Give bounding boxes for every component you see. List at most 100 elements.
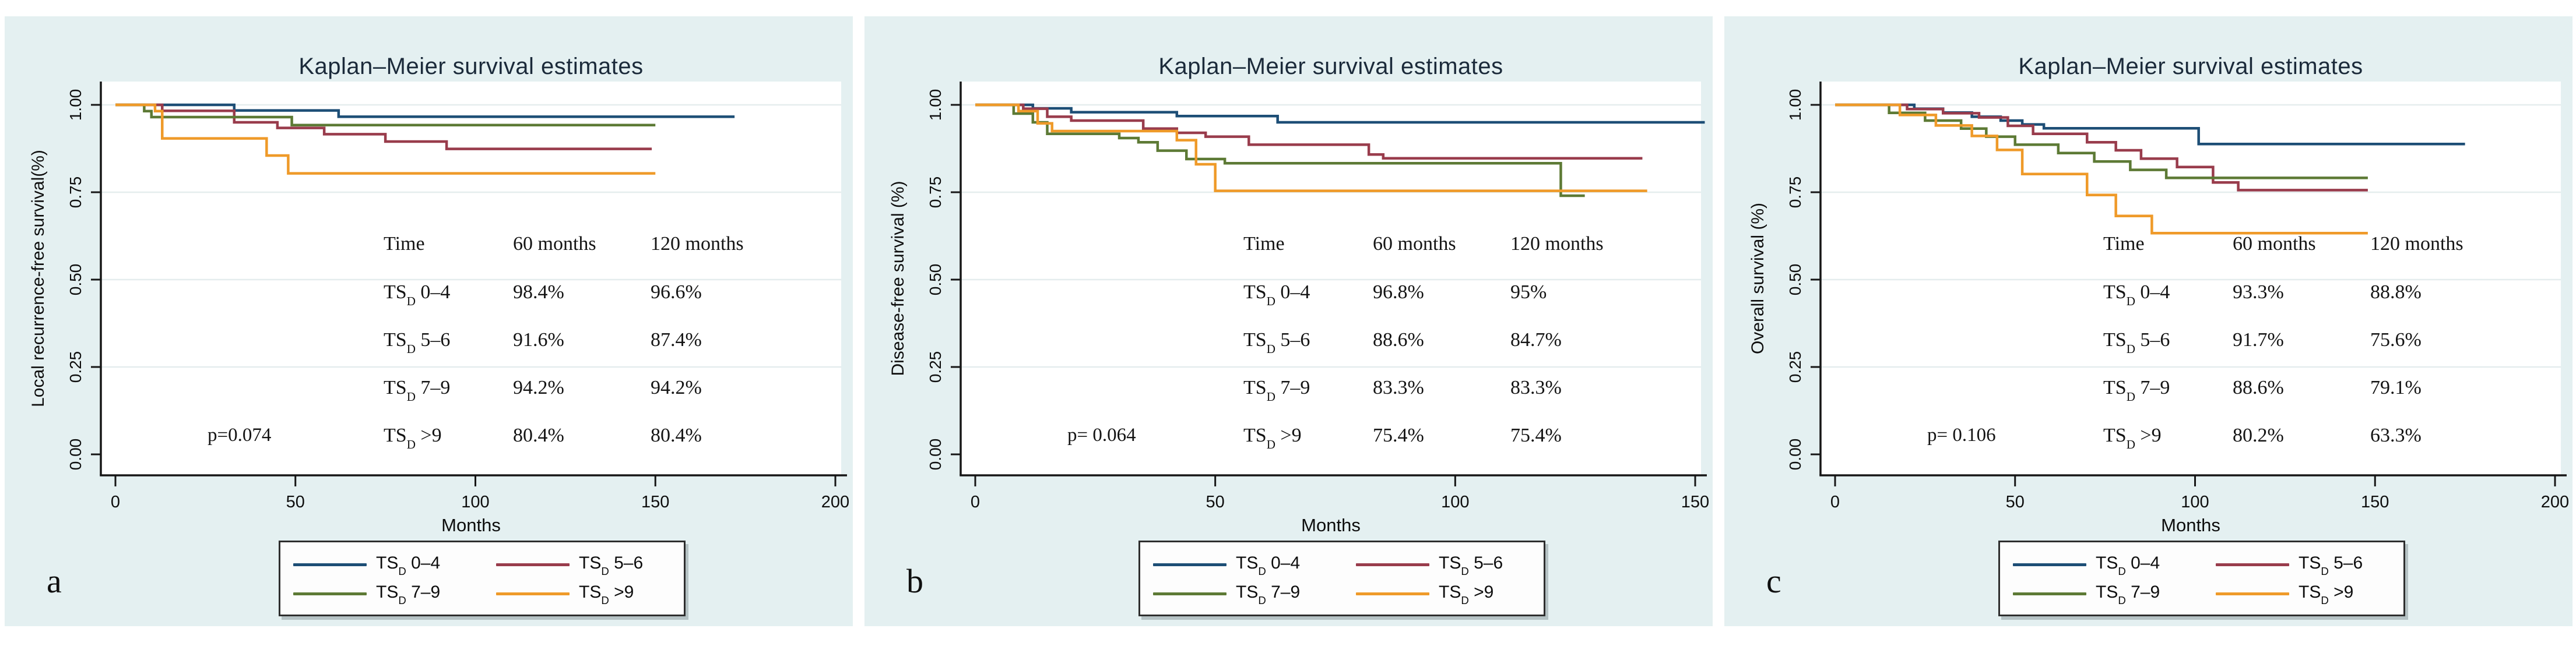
table-row-group: TSD >9 [1243, 425, 1302, 451]
x-axis-label: Months [2161, 515, 2220, 535]
table-row-60mo: 94.2% [513, 377, 564, 398]
panel-letter-a: a [47, 562, 62, 600]
legend-label-ts7-9: TSD 7–9 [376, 583, 441, 606]
table-row-120mo: 96.6% [651, 281, 702, 303]
table-row-120mo: 95% [1510, 281, 1547, 303]
legend-label-ts5-6: TSD 5–6 [1439, 553, 1503, 577]
table-row-60mo: 91.6% [513, 329, 564, 351]
plot-background [961, 82, 1701, 475]
y-tick-label-0.25: 0.25 [1786, 351, 1804, 383]
legend-label-ts0-4: TSD 0–4 [1236, 553, 1301, 577]
table-header-2: 120 months [651, 233, 744, 255]
table-row-group: TSD 7–9 [384, 377, 451, 404]
y-tick-label-0.00: 0.00 [66, 438, 85, 471]
y-tick-label-0.00: 0.00 [1786, 438, 1804, 471]
legend-swatch-ts0-4 [293, 563, 367, 566]
x-tick-label-50: 50 [1206, 493, 1225, 511]
legend-label-ts-gt9: TSD >9 [1439, 583, 1494, 606]
chart-title: Kaplan–Meier survival estimates [2018, 54, 2363, 79]
table-header-0: Time [1243, 233, 1285, 255]
km-curve-ts-gt9 [115, 103, 656, 175]
legend-label-ts5-6: TSD 5–6 [579, 553, 644, 577]
table-row-group: TSD 7–9 [1243, 377, 1310, 404]
table-row-60mo: 93.3% [2233, 281, 2284, 303]
y-tick-label-0.75: 0.75 [66, 176, 85, 209]
x-tick-label-150: 150 [2361, 493, 2389, 511]
p-value: p= 0.106 [1927, 425, 1996, 446]
panel-letter-b: b [906, 562, 923, 600]
table-header-1: 60 months [513, 233, 596, 255]
x-tick-label-150: 150 [641, 493, 670, 511]
y-tick-label-0.50: 0.50 [66, 263, 85, 296]
table-row-120mo: 75.4% [1510, 425, 1562, 446]
table-row-60mo: 80.2% [2233, 425, 2284, 446]
panel-b: Kaplan–Meier survival estimates Disease-f… [864, 16, 1713, 626]
legend-label-ts0-4: TSD 0–4 [376, 553, 441, 577]
y-tick-label-1.00: 1.00 [1786, 89, 1804, 121]
table-header-0: Time [2103, 233, 2145, 255]
y-tick-label-0.50: 0.50 [926, 263, 944, 296]
plot-area [951, 82, 1707, 486]
y-tick-label-1.00: 1.00 [66, 89, 85, 121]
x-axis-label: Months [1301, 515, 1361, 535]
table-row-group: TSD 0–4 [384, 281, 451, 308]
table-row-120mo: 63.3% [2370, 425, 2422, 446]
legend-label-ts-gt9: TSD >9 [579, 583, 634, 606]
y-tick-label-0.75: 0.75 [926, 176, 944, 209]
table-row-120mo: 87.4% [651, 329, 702, 351]
x-tick-label-0: 0 [1830, 493, 1840, 511]
legend-swatch-ts-gt9 [1356, 592, 1429, 595]
km-curve-ts-gt9 [1835, 103, 2368, 235]
table-row-group: TSD 0–4 [1243, 281, 1310, 308]
table-row-group: TSD 5–6 [384, 329, 451, 356]
table-row-120mo: 75.6% [2370, 329, 2422, 351]
table-row-60mo: 75.4% [1373, 425, 1424, 446]
x-tick-label-50: 50 [2005, 493, 2025, 511]
table-row-group: TSD >9 [2103, 425, 2162, 451]
y-tick-label-0.25: 0.25 [926, 351, 944, 383]
legend-swatch-ts-gt9 [2216, 592, 2289, 595]
legend-swatch-ts7-9 [2013, 592, 2086, 595]
table-row-60mo: 80.4% [513, 425, 564, 446]
legend-label-ts0-4: TSD 0–4 [2096, 553, 2160, 577]
legend-swatch-ts5-6 [2216, 563, 2289, 566]
legend-swatch-ts5-6 [496, 563, 570, 566]
plot-background [101, 82, 841, 475]
table-row-60mo: 88.6% [2233, 377, 2284, 398]
chart-title: Kaplan–Meier survival estimates [1158, 54, 1503, 79]
x-tick-label-100: 100 [1441, 493, 1470, 511]
table-header-2: 120 months [1510, 233, 1604, 255]
plot-area [1811, 82, 2567, 486]
table-row-60mo: 88.6% [1373, 329, 1424, 351]
x-tick-label-50: 50 [286, 493, 305, 511]
km-curve-ts-gt9 [975, 103, 1647, 192]
table-row-group: TSD 5–6 [2103, 329, 2170, 356]
legend-swatch-ts0-4 [1153, 563, 1227, 566]
x-tick-label-0: 0 [970, 493, 981, 511]
km-curve-ts0-4 [975, 103, 1705, 124]
p-value: p= 0.064 [1067, 425, 1136, 446]
table-row-group: TSD 5–6 [1243, 329, 1310, 356]
y-axis-label: Overall survival (%) [1748, 202, 1767, 355]
plot-background [1821, 82, 2561, 475]
table-row-group: TSD 7–9 [2103, 377, 2170, 404]
x-tick-label-200: 200 [2540, 493, 2570, 511]
table-row-120mo: 83.3% [1510, 377, 1562, 398]
p-value: p=0.074 [208, 425, 272, 446]
table-row-120mo: 79.1% [2370, 377, 2422, 398]
table-header-2: 120 months [2370, 233, 2463, 255]
legend-label-ts7-9: TSD 7–9 [2096, 583, 2160, 606]
legend-swatch-ts5-6 [1356, 563, 1429, 566]
table-row-60mo: 98.4% [513, 281, 564, 303]
table-row-group: TSD 0–4 [2103, 281, 2170, 308]
chart-title: Kaplan–Meier survival estimates [298, 54, 644, 79]
legend-swatch-ts7-9 [293, 592, 367, 595]
x-tick-label-0: 0 [110, 493, 121, 511]
y-axis-label: Disease-free survival (%) [888, 181, 908, 376]
y-axis-label: Local recurrence-free survival(%) [29, 150, 48, 407]
legend-label-ts5-6: TSD 5–6 [2299, 553, 2363, 577]
table-row-120mo: 88.8% [2370, 281, 2422, 303]
table-header-1: 60 months [2233, 233, 2316, 255]
table-row-120mo: 80.4% [651, 425, 702, 446]
legend: TSD 0–4 TSD 5–6 TSD 7–9 TSD >9 [279, 541, 686, 616]
